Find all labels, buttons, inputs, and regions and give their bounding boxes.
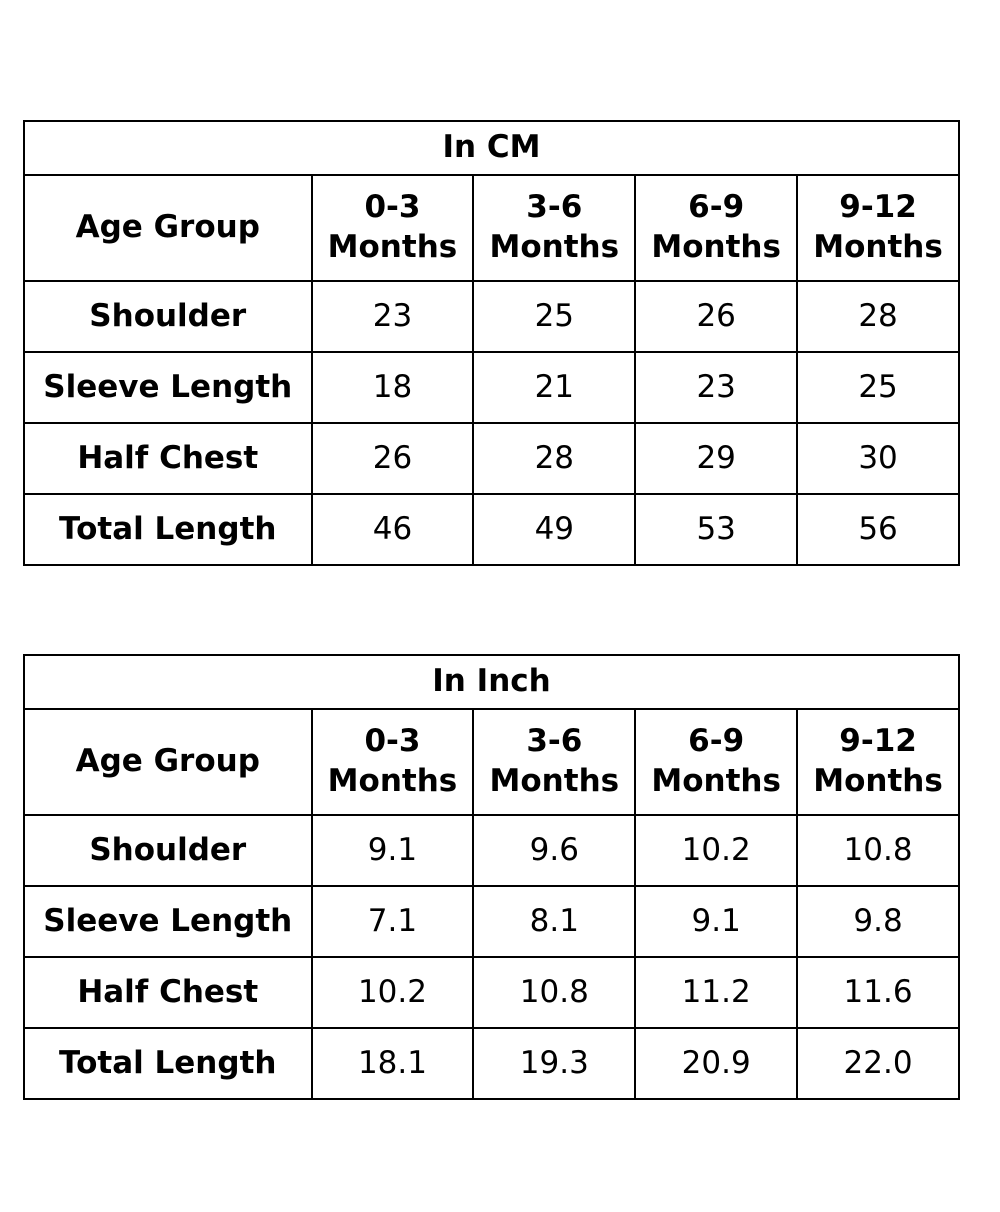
table-cell: 9.1 [634, 885, 799, 958]
table-cell: 19.3 [472, 1027, 637, 1100]
table-cell: 10.8 [796, 814, 960, 887]
table-cell: 46 [310, 493, 475, 566]
table-cell: 7.1 [310, 885, 475, 958]
table-row: Total Length 46 49 53 56 [23, 493, 960, 566]
header-row: Age Group 0-3 Months 3-6 Months 6-9 Months … [23, 174, 960, 282]
table-cell: 53 [634, 493, 799, 566]
age-unit: Months [651, 229, 781, 265]
table-row: Shoulder 23 25 26 28 [23, 280, 960, 353]
table-row: Shoulder 9.1 9.6 10.2 10.8 [23, 814, 960, 887]
row-label: Sleeve Length [23, 885, 313, 958]
column-header: 9-12 Months [796, 174, 960, 282]
row-label: Half Chest [23, 422, 313, 495]
age-range: 3-6 [526, 189, 583, 226]
table-cell: 29 [634, 422, 799, 495]
table-cell: 10.8 [472, 956, 637, 1029]
row-label: Sleeve Length [23, 351, 313, 424]
age-range: 0-3 [364, 723, 421, 760]
table-title: In CM [23, 120, 960, 176]
table-cell: 18.1 [310, 1027, 475, 1100]
age-unit: Months [489, 763, 620, 799]
row-label: Shoulder [23, 280, 313, 353]
table-cell: 18 [310, 351, 475, 424]
age-range: 0-3 [364, 189, 421, 226]
age-unit: Months [489, 229, 620, 265]
row-header-label: Age Group [23, 708, 313, 816]
row-label: Total Length [23, 493, 313, 566]
table-cell: 28 [796, 280, 960, 353]
table-cell: 22.0 [796, 1027, 960, 1100]
table-cell: 26 [310, 422, 475, 495]
table-row: Sleeve Length 7.1 8.1 9.1 9.8 [23, 885, 960, 958]
table-cell: 25 [796, 351, 960, 424]
table-row: Total Length 18.1 19.3 20.9 22.0 [23, 1027, 960, 1100]
table-cell: 30 [796, 422, 960, 495]
row-label: Half Chest [23, 956, 313, 1029]
header-row: Age Group 0-3 Months 3-6 Months 6-9 Months … [23, 708, 960, 816]
age-unit: Months [651, 763, 781, 799]
age-unit: Months [327, 763, 458, 799]
column-header: 6-9 Months [634, 174, 799, 282]
age-range: 6-9 [688, 189, 745, 226]
table-cell: 28 [472, 422, 637, 495]
age-unit: Months [813, 229, 943, 265]
table-cell: 11.6 [796, 956, 960, 1029]
table-cell: 10.2 [634, 814, 799, 887]
table-cell: 49 [472, 493, 637, 566]
row-label: Shoulder [23, 814, 313, 887]
age-range: 3-6 [526, 723, 583, 760]
age-unit: Months [327, 229, 458, 265]
table-cell: 25 [472, 280, 637, 353]
size-table-cm: In CM Age Group 0-3 Months 3-6 Months 6-9 M… [23, 120, 960, 566]
table-row: Half Chest 26 28 29 30 [23, 422, 960, 495]
column-header: 0-3 Months [310, 708, 475, 816]
column-header: 0-3 Months [310, 174, 475, 282]
table-title: In Inch [23, 654, 960, 710]
row-header-label: Age Group [23, 174, 313, 282]
row-label: Total Length [23, 1027, 313, 1100]
table-cell: 20.9 [634, 1027, 799, 1100]
table-cell: 56 [796, 493, 960, 566]
age-range: 9-12 [839, 189, 917, 226]
table-cell: 9.6 [472, 814, 637, 887]
table-cell: 23 [310, 280, 475, 353]
table-cell: 10.2 [310, 956, 475, 1029]
column-header: 3-6 Months [472, 174, 637, 282]
table-cell: 8.1 [472, 885, 637, 958]
table-cell: 9.8 [796, 885, 960, 958]
age-range: 6-9 [688, 723, 745, 760]
column-header: 3-6 Months [472, 708, 637, 816]
table-row: Half Chest 10.2 10.8 11.2 11.6 [23, 956, 960, 1029]
table-cell: 9.1 [310, 814, 475, 887]
size-table-inch: In Inch Age Group 0-3 Months 3-6 Months 6-… [23, 654, 960, 1100]
table-cell: 11.2 [634, 956, 799, 1029]
table-cell: 21 [472, 351, 637, 424]
table-cell: 26 [634, 280, 799, 353]
table-cell: 23 [634, 351, 799, 424]
age-range: 9-12 [839, 723, 917, 760]
table-row: Sleeve Length 18 21 23 25 [23, 351, 960, 424]
column-header: 9-12 Months [796, 708, 960, 816]
age-unit: Months [813, 763, 943, 799]
column-header: 6-9 Months [634, 708, 799, 816]
